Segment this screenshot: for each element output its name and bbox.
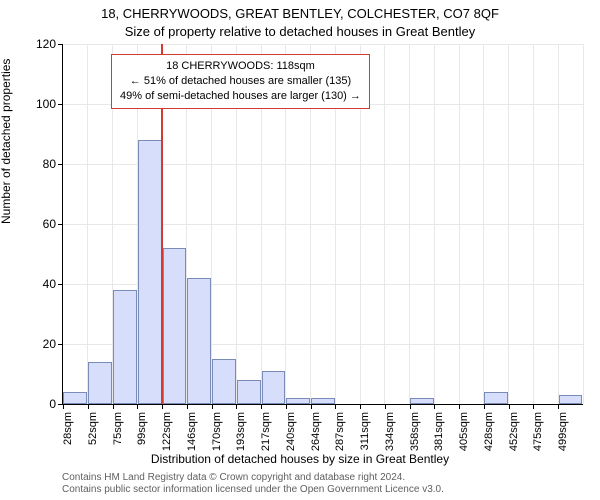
x-tick-label: 217sqm [260, 412, 272, 462]
annotation-line-2: ← 51% of detached houses are smaller (13… [120, 74, 361, 89]
x-tick-label: 381sqm [433, 412, 445, 462]
chart-title-address: 18, CHERRYWOODS, GREAT BENTLEY, COLCHEST… [0, 6, 600, 21]
histogram-bar [262, 371, 286, 404]
x-tick-mark [385, 404, 386, 409]
x-tick-label: 287sqm [334, 412, 346, 462]
x-tick-label: 240sqm [285, 412, 297, 462]
x-tick-mark [360, 404, 361, 409]
annotation-line-3: 49% of semi-detached houses are larger (… [120, 89, 361, 104]
x-tick-label: 334sqm [384, 412, 396, 462]
x-tick-label: 358sqm [409, 412, 421, 462]
histogram-bar [113, 290, 137, 404]
x-tick-mark [187, 404, 188, 409]
y-tick-label: 120 [16, 37, 56, 51]
x-tick-label: 146sqm [186, 412, 198, 462]
x-tick-mark [533, 404, 534, 409]
x-tick-mark [558, 404, 559, 409]
y-tick-mark [58, 284, 63, 285]
histogram-bar [311, 398, 335, 404]
x-tick-label: 405sqm [458, 412, 470, 462]
x-tick-mark [335, 404, 336, 409]
histogram-bar [237, 380, 261, 404]
histogram-bar [88, 362, 112, 404]
x-tick-label: 75sqm [112, 412, 124, 462]
annotation-line-1: 18 CHERRYWOODS: 118sqm [120, 59, 361, 74]
x-tick-mark [236, 404, 237, 409]
x-tick-mark [434, 404, 435, 409]
x-tick-mark [88, 404, 89, 409]
attribution-footer: Contains HM Land Registry data © Crown c… [62, 472, 444, 496]
x-tick-mark [509, 404, 510, 409]
y-tick-label: 100 [16, 97, 56, 111]
histogram-bar [484, 392, 508, 404]
x-tick-mark [63, 404, 64, 409]
x-tick-mark [261, 404, 262, 409]
y-tick-label: 0 [16, 397, 56, 411]
x-tick-mark [212, 404, 213, 409]
x-tick-mark [137, 404, 138, 409]
x-tick-label: 499sqm [557, 412, 569, 462]
y-tick-mark [58, 224, 63, 225]
y-tick-label: 60 [16, 217, 56, 231]
x-tick-mark [311, 404, 312, 409]
y-tick-mark [58, 44, 63, 45]
x-tick-label: 28sqm [62, 412, 74, 462]
x-tick-label: 428sqm [483, 412, 495, 462]
x-tick-label: 99sqm [136, 412, 148, 462]
y-tick-label: 40 [16, 277, 56, 291]
x-tick-mark [484, 404, 485, 409]
x-tick-label: 193sqm [235, 412, 247, 462]
histogram-bar [163, 248, 187, 404]
histogram-bar [559, 395, 583, 404]
y-tick-mark [58, 164, 63, 165]
histogram-bar [286, 398, 310, 404]
y-tick-mark [58, 104, 63, 105]
y-tick-label: 20 [16, 337, 56, 351]
y-tick-mark [58, 344, 63, 345]
gridline-horizontal [63, 44, 583, 45]
histogram-bar [138, 140, 162, 404]
histogram-bar [63, 392, 87, 404]
x-tick-label: 475sqm [532, 412, 544, 462]
footer-line-1: Contains HM Land Registry data © Crown c… [62, 472, 444, 484]
chart-container: 18, CHERRYWOODS, GREAT BENTLEY, COLCHEST… [0, 0, 600, 500]
x-tick-label: 122sqm [161, 412, 173, 462]
x-tick-mark [286, 404, 287, 409]
x-tick-mark [410, 404, 411, 409]
footer-line-2: Contains public sector information licen… [62, 484, 444, 496]
plot-area: 18 CHERRYWOODS: 118sqm← 51% of detached … [62, 44, 583, 405]
histogram-bar [187, 278, 211, 404]
y-tick-label: 80 [16, 157, 56, 171]
y-axis-label: Number of detached properties [0, 59, 13, 224]
chart-title-subtitle: Size of property relative to detached ho… [0, 24, 600, 39]
x-tick-label: 52sqm [87, 412, 99, 462]
x-tick-label: 170sqm [211, 412, 223, 462]
property-annotation: 18 CHERRYWOODS: 118sqm← 51% of detached … [111, 54, 370, 109]
histogram-bar [410, 398, 434, 404]
x-tick-label: 311sqm [359, 412, 371, 462]
x-tick-label: 452sqm [508, 412, 520, 462]
x-tick-mark [459, 404, 460, 409]
x-tick-mark [162, 404, 163, 409]
x-tick-mark [113, 404, 114, 409]
histogram-bar [212, 359, 236, 404]
x-tick-label: 264sqm [310, 412, 322, 462]
